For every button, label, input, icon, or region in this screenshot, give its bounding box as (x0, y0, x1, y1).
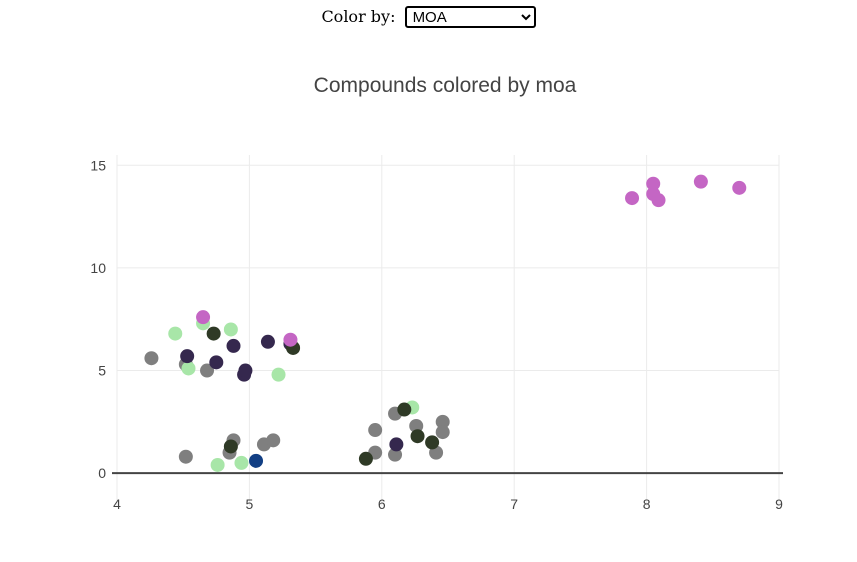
data-point (209, 355, 224, 370)
x-tick-label: 6 (378, 496, 386, 512)
data-point (368, 423, 383, 438)
data-point (271, 367, 286, 382)
data-point (409, 418, 424, 433)
data-point (435, 414, 450, 429)
data-point (234, 455, 249, 470)
data-point (358, 451, 373, 466)
data-point (693, 174, 708, 189)
x-tick-label: 9 (775, 496, 783, 512)
data-point (226, 338, 241, 353)
data-point (266, 433, 281, 448)
data-point (178, 449, 193, 464)
data-point (410, 429, 425, 444)
x-tick-labels: 4 5 6 7 8 9 (113, 496, 783, 512)
data-point (397, 402, 412, 417)
data-point (435, 425, 450, 440)
data-point (210, 457, 225, 472)
data-point (260, 334, 275, 349)
color-by-control: Color by: MOA (0, 6, 857, 28)
color-by-select[interactable]: MOA (404, 6, 536, 28)
data-point (144, 351, 159, 366)
y-tick-labels: 0 5 10 15 (90, 157, 106, 481)
x-tick-label: 7 (510, 496, 518, 512)
data-point (200, 363, 215, 378)
data-point (223, 322, 238, 337)
x-tick-label: 8 (643, 496, 651, 512)
y-tick-label: 0 (98, 465, 106, 481)
data-point (646, 176, 661, 191)
data-point (206, 326, 221, 341)
data-point (283, 332, 298, 347)
data-point (181, 361, 196, 376)
y-gridlines (117, 164, 779, 372)
data-point (425, 435, 440, 450)
data-point (389, 437, 404, 452)
data-point (196, 310, 211, 325)
data-point (180, 349, 195, 364)
data-point (238, 363, 253, 378)
x-gridlines (116, 155, 780, 506)
data-point (168, 326, 183, 341)
chart-title: Compounds colored by moa (314, 74, 577, 97)
y-tick-label: 5 (98, 363, 106, 379)
data-point (651, 193, 666, 208)
data-point (388, 447, 403, 462)
data-point (732, 180, 747, 195)
y-tick-label: 15 (90, 157, 106, 173)
y-tick-label: 10 (90, 260, 106, 276)
color-by-label: Color by: (321, 6, 396, 26)
data-point (625, 191, 640, 206)
x-tick-label: 5 (246, 496, 254, 512)
data-point (249, 453, 264, 468)
x-tick-label: 4 (113, 496, 121, 512)
data-points (144, 174, 747, 472)
data-point (223, 439, 238, 454)
